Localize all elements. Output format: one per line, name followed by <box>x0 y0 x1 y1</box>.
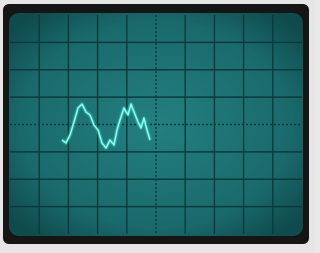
oscilloscope-photo <box>0 0 315 253</box>
page: (() => { const svg = document.getElement… <box>0 0 315 253</box>
